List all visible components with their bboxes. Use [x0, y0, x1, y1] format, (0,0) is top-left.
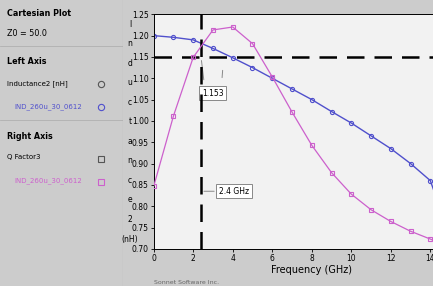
Text: n: n — [127, 39, 132, 48]
Text: Cartesian Plot: Cartesian Plot — [7, 9, 71, 17]
Text: c: c — [128, 176, 132, 185]
Text: c: c — [128, 98, 132, 107]
Text: Inductance2 [nH]: Inductance2 [nH] — [7, 80, 68, 87]
Text: d: d — [127, 59, 132, 68]
Text: t: t — [128, 117, 132, 126]
Text: Z0 = 50.0: Z0 = 50.0 — [7, 29, 47, 37]
Text: Right Axis: Right Axis — [7, 132, 53, 140]
Text: e: e — [128, 195, 132, 204]
Text: IND_260u_30_0612: IND_260u_30_0612 — [15, 103, 83, 110]
Text: Sonnet Software Inc.: Sonnet Software Inc. — [154, 280, 219, 285]
Text: I: I — [129, 19, 131, 29]
Text: IND_260u_30_0612: IND_260u_30_0612 — [15, 177, 83, 184]
X-axis label: Frequency (GHz): Frequency (GHz) — [271, 265, 352, 275]
Text: 1.153: 1.153 — [202, 89, 224, 98]
Text: 2.4 GHz: 2.4 GHz — [219, 187, 249, 196]
Text: n: n — [127, 156, 132, 165]
Text: Q Factor3: Q Factor3 — [7, 154, 41, 160]
Text: Left Axis: Left Axis — [7, 57, 47, 66]
Text: (nH): (nH) — [122, 235, 138, 244]
Text: 2: 2 — [128, 215, 132, 224]
Text: a: a — [128, 137, 132, 146]
Text: u: u — [127, 78, 132, 87]
